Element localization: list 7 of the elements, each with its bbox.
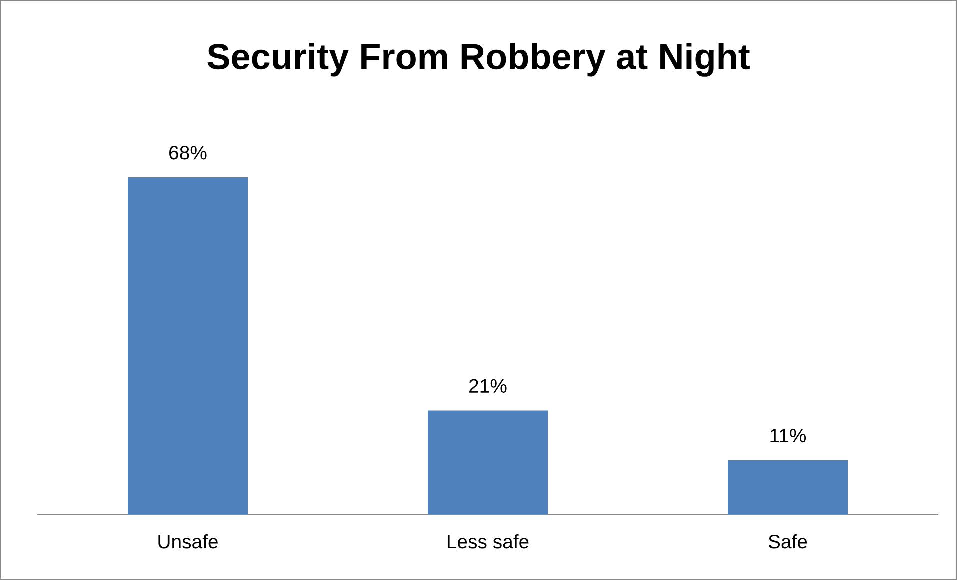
data-label: 68% (170, 146, 207, 160)
chart-title: Security From Robbery at Night (208, 43, 750, 77)
x-tick-label: Unsafe (158, 534, 218, 549)
data-label: 11% (770, 428, 806, 443)
data-label: 21% (470, 379, 507, 393)
x-tick-label: Less safe (448, 534, 529, 549)
x-tick-label: Safe (768, 534, 808, 549)
